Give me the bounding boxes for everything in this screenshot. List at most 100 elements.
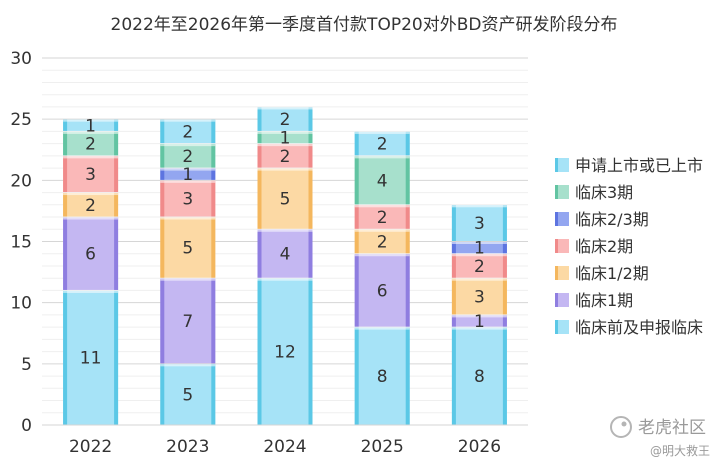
bar-highlight — [160, 278, 216, 281]
bar-segment: 11 — [63, 290, 119, 425]
bar-value-label: 8 — [377, 367, 388, 387]
bar-edge-left — [160, 364, 165, 425]
bar-fill — [160, 278, 216, 364]
bar-fill — [257, 107, 313, 131]
bar-edge-right — [308, 168, 313, 229]
bar-segment: 3 — [451, 205, 507, 241]
bar-value-label: 3 — [85, 165, 96, 185]
legend-item: 临床3期 — [555, 183, 633, 202]
bar-segment: 5 — [257, 168, 313, 229]
bar-value-label: 12 — [274, 343, 296, 363]
bar-value-label: 5 — [182, 385, 193, 405]
y-tick-label: 15 — [10, 233, 32, 253]
bar-segment: 2 — [63, 131, 119, 156]
bar-edge-left — [451, 315, 456, 327]
bar-edge-right — [211, 180, 216, 217]
legend-label: 临床3期 — [575, 183, 633, 202]
bar-edge-right — [211, 278, 216, 364]
bar-edge-right — [211, 119, 216, 144]
bar-highlight — [257, 278, 313, 281]
y-tick-label: 20 — [10, 171, 32, 191]
legend-swatch-edge — [555, 266, 558, 280]
bar-edge-left — [354, 156, 359, 205]
bar-value-label: 6 — [377, 281, 388, 301]
bar-segment: 5 — [160, 364, 216, 425]
bar-highlight — [451, 278, 507, 281]
bar-segment: 3 — [451, 278, 507, 315]
bar-value-label: 5 — [182, 239, 193, 259]
bar-fill — [160, 144, 216, 168]
bar-edge-left — [354, 254, 359, 327]
bar-edge-left — [63, 290, 68, 425]
y-tick-label: 0 — [21, 416, 32, 436]
bar-edge-left — [451, 205, 456, 241]
bar-fill — [451, 315, 507, 327]
bar-edge-right — [405, 156, 410, 205]
bar-fill — [451, 242, 507, 254]
bar-segment: 8 — [354, 327, 410, 425]
bar-edge-left — [451, 278, 456, 315]
bar-fill — [354, 131, 410, 156]
bar-segment: 1 — [63, 116, 119, 136]
bar-edge-right — [405, 254, 410, 327]
bar-segment: 1 — [451, 312, 507, 332]
bar-value-label: 7 — [182, 312, 193, 332]
bar-value-label: 4 — [280, 245, 291, 265]
y-tick-label: 10 — [10, 294, 32, 314]
bar-edge-right — [308, 107, 313, 131]
x-axis: 2022 2023 2024 2025 2026 — [69, 437, 501, 457]
bar-value-label: 2 — [85, 135, 96, 155]
bar-edge-left — [257, 144, 262, 168]
bar-value-label: 3 — [182, 190, 193, 210]
bar-fill — [160, 168, 216, 180]
bar-fill — [63, 193, 119, 217]
bar-edge-right — [114, 119, 119, 131]
legend-swatch-edge — [555, 239, 558, 253]
watermark: 老虎社区 @明大救王 — [610, 416, 710, 458]
bar-segment: 2 — [257, 107, 313, 131]
bar-edge-left — [354, 229, 359, 254]
bar-highlight — [257, 107, 313, 110]
bar-value-label: 2 — [377, 233, 388, 253]
bar-edge-right — [502, 327, 507, 425]
bar-value-label: 1 — [280, 129, 291, 149]
x-tick-label: 2024 — [263, 437, 306, 457]
bar-fill — [63, 119, 119, 131]
bar-edge-right — [502, 254, 507, 278]
bar-edge-right — [211, 217, 216, 278]
bar-fill — [257, 168, 313, 229]
legend-swatch-edge — [555, 293, 558, 307]
bar-edge-left — [160, 119, 165, 144]
bar-segment: 2 — [63, 193, 119, 217]
bar-fill — [63, 131, 119, 156]
legend-item: 临床1期 — [555, 291, 633, 310]
bar-segment: 2 — [160, 144, 216, 168]
bar-fill — [63, 290, 119, 425]
bar-fill — [160, 119, 216, 144]
bar-segment: 6 — [63, 217, 119, 290]
x-tick-label: 2023 — [166, 437, 209, 457]
bar-edge-left — [354, 205, 359, 229]
y-tick-label: 25 — [10, 110, 32, 130]
tiger-logo-eye — [621, 421, 627, 427]
bar-edge-left — [257, 229, 262, 278]
legend-label: 临床1/2期 — [575, 264, 649, 283]
bar-fill — [451, 278, 507, 315]
bar-edge-left — [160, 278, 165, 364]
x-tick-label: 2025 — [361, 437, 404, 457]
bar-edge-left — [63, 156, 68, 193]
tiger-logo-icon — [610, 416, 632, 438]
bar-edge-left — [160, 168, 165, 180]
bar-edge-right — [405, 327, 410, 425]
bar-segment: 2 — [451, 254, 507, 278]
bar-highlight — [63, 193, 119, 196]
bar-edge-left — [63, 131, 68, 156]
bar-segment: 1 — [451, 239, 507, 259]
bar-edge-right — [405, 131, 410, 156]
bar-highlight — [63, 217, 119, 220]
x-tick-label: 2022 — [69, 437, 112, 457]
bar-value-label: 2 — [85, 196, 96, 216]
y-axis: 0 5 10 15 20 25 30 — [10, 49, 32, 436]
